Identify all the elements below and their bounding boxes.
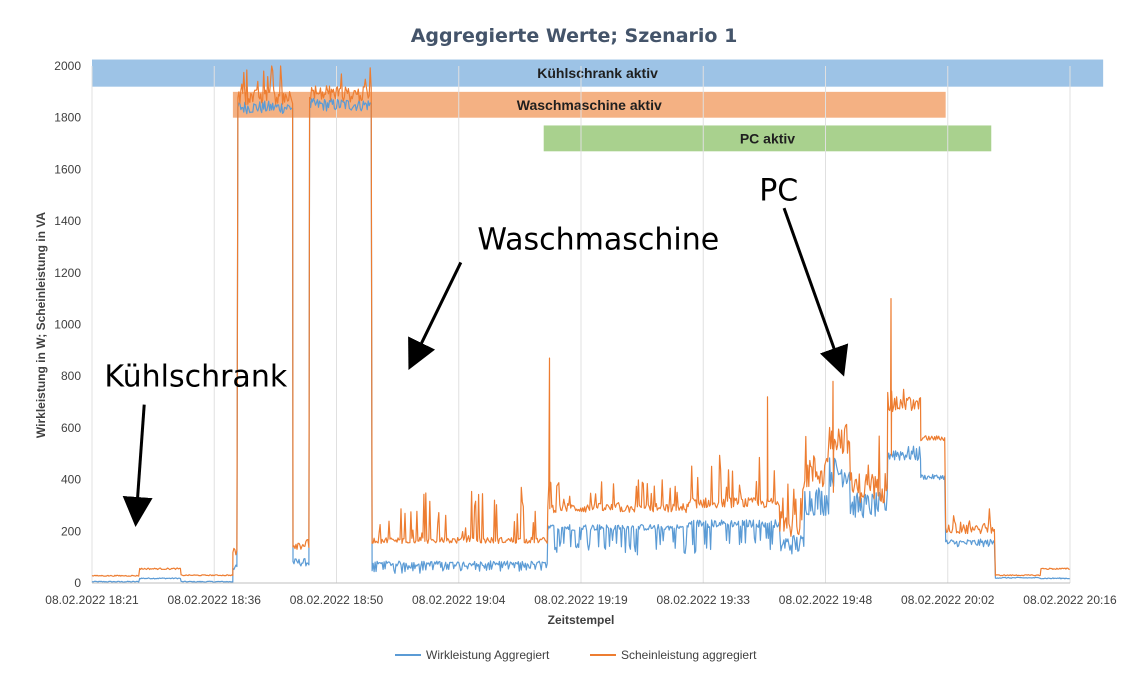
band-label-0: Kühlschrank aktiv xyxy=(537,65,658,81)
x-tick-5: 08.02.2022 19:33 xyxy=(657,593,751,607)
legend-label-0: Wirkleistung Aggregiert xyxy=(426,648,550,662)
annotation-2: PC xyxy=(759,173,798,208)
x-tick-8: 08.02.2022 20:16 xyxy=(1023,593,1117,607)
y-tick-5: 1000 xyxy=(54,318,81,332)
y-tick-7: 1400 xyxy=(54,214,81,228)
y-tick-4: 800 xyxy=(61,369,81,383)
grid-lines xyxy=(91,66,1071,583)
legend: Wirkleistung Aggregiert Scheinleistung ag… xyxy=(395,648,757,662)
band-0 xyxy=(92,59,1104,87)
annotations: Kühlschrank Waschmaschine PC xyxy=(104,173,849,527)
x-tick-1: 08.02.2022 18:36 xyxy=(168,593,262,607)
x-tick-3: 08.02.2022 19:04 xyxy=(412,593,506,607)
x-tick-6: 08.02.2022 19:48 xyxy=(779,593,873,607)
band-2 xyxy=(543,125,992,152)
x-tick-4: 08.02.2022 19:19 xyxy=(534,593,628,607)
x-tick-7: 08.02.2022 20:02 xyxy=(901,593,995,607)
series-line-0 xyxy=(91,97,1070,583)
y-tick-8: 1600 xyxy=(54,162,81,176)
y-tick-9: 1800 xyxy=(54,111,81,125)
x-tick-2: 08.02.2022 18:50 xyxy=(290,593,384,607)
annotation-arrow-0 xyxy=(122,404,153,527)
legend-label-1: Scheinleistung aggregiert xyxy=(621,648,757,662)
y-tick-0: 0 xyxy=(74,576,81,590)
annotation-arrow-2 xyxy=(782,207,849,377)
band-label-1: Waschmaschine aktiv xyxy=(517,97,662,113)
y-tick-2: 400 xyxy=(61,473,81,487)
series-line-1 xyxy=(91,65,1070,577)
x-tick-0: 08.02.2022 18:21 xyxy=(45,593,139,607)
y-tick-labels: 0 200 400 600 800 1000 1200 1400 1600 1800 2000 xyxy=(54,59,81,590)
x-tick-labels: 08.02.2022 18:21 08.02.2022 18:36 08.02.20… xyxy=(45,593,1117,607)
y-tick-10: 2000 xyxy=(54,59,81,73)
annotation-0: Kühlschrank xyxy=(104,360,287,395)
annotation-1: Waschmaschine xyxy=(477,223,719,258)
activity-bands: Kühlschrank aktiv Waschmaschine aktiv PC a… xyxy=(92,59,1104,152)
y-axis-label: Wirkleistung in W; Scheinleistung in VA xyxy=(34,212,48,438)
y-tick-6: 1200 xyxy=(54,266,81,280)
chart-title: Aggregierte Werte; Szenario 1 xyxy=(411,25,738,47)
y-tick-1: 200 xyxy=(61,524,81,538)
band-label-2: PC aktiv xyxy=(740,130,795,146)
annotation-arrow-1 xyxy=(408,261,463,370)
series-lines xyxy=(91,65,1070,583)
x-axis-label: Zeitstempel xyxy=(548,613,615,627)
y-tick-3: 600 xyxy=(61,421,81,435)
